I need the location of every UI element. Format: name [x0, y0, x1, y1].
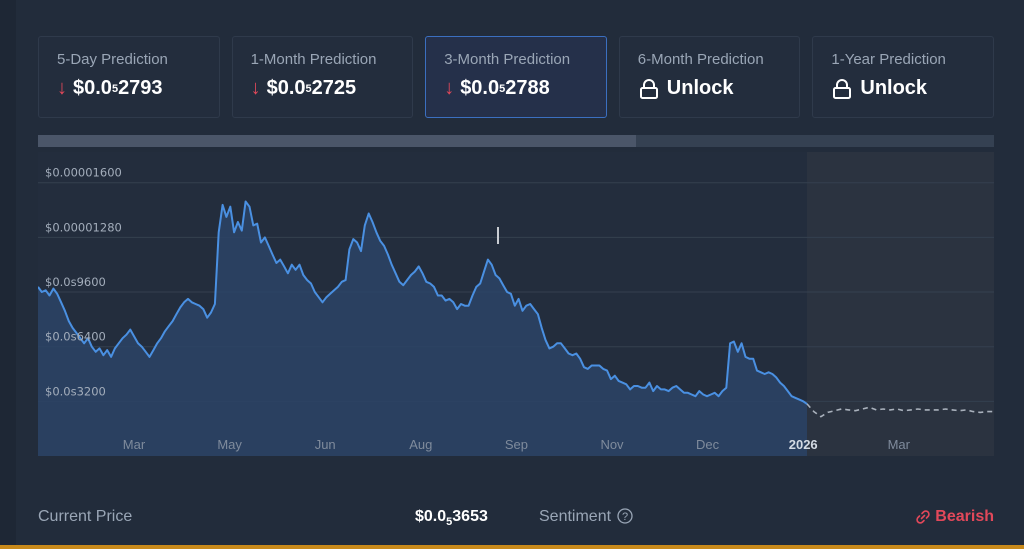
lock-icon: [833, 78, 852, 99]
card-value: ↓ $0.0 5 2725: [251, 77, 413, 100]
x-tick-label: Mar: [123, 437, 146, 452]
forecast-line: [806, 403, 994, 418]
y-tick-label: $0.0s9600: [45, 275, 106, 289]
down-arrow-icon: ↓: [444, 77, 455, 99]
y-tick-label: $0.0s6400: [45, 330, 106, 344]
x-tick-label: Aug: [409, 437, 432, 452]
event-marker: [497, 227, 499, 244]
y-axis: $0.00001600 $0.00001280 $0.0s9600 $0.0s6400…: [45, 166, 122, 399]
x-tick-label: 2026: [789, 437, 818, 452]
card-label: 3-Month Prediction: [444, 51, 571, 68]
x-tick-label: May: [217, 437, 242, 452]
x-tick-label: Nov: [600, 437, 624, 452]
prediction-cards: 5-Day Prediction ↓ $0.0 5 2793 1-Month Pre…: [38, 36, 994, 118]
value-tail: 2788: [505, 77, 550, 99]
card-value: ↓ $0.0 5 2793: [57, 77, 219, 100]
sentiment-link[interactable]: Bearish: [915, 508, 994, 526]
card-label: 1-Month Prediction: [250, 51, 377, 68]
history-line: [38, 200, 808, 405]
value-main: $0.0: [266, 77, 306, 99]
card-1-year[interactable]: 1-Year Prediction Unlock: [812, 36, 994, 118]
card-3-month[interactable]: 3-Month Prediction ↓ $0.0 5 2788: [425, 36, 607, 118]
footer: Current Price $0.053653 Sentiment ? Bear…: [38, 505, 994, 529]
value-main: $0.0: [460, 77, 500, 99]
unlock-text: Unlock: [666, 77, 734, 99]
x-tick-label: Sep: [505, 437, 528, 452]
question-icon[interactable]: ?: [617, 508, 633, 524]
current-price-value: $0.053653: [415, 508, 488, 528]
value-sub: 5: [305, 82, 312, 95]
sentiment-value: Bearish: [935, 508, 994, 525]
range-slider-fill[interactable]: [38, 135, 636, 147]
card-value: ↓ $0.0 5 2788: [444, 77, 606, 100]
y-tick-label: $0.00001280: [45, 220, 122, 234]
x-tick-label: Dec: [696, 437, 720, 452]
x-tick-label: Jun: [315, 437, 336, 452]
value-tail: 2793: [118, 77, 163, 99]
card-label: 6-Month Prediction: [637, 51, 764, 68]
sentiment-label: Sentiment: [539, 508, 612, 525]
y-tick-label: $0.0s3200: [45, 384, 106, 398]
x-tick-label: Mar: [888, 437, 911, 452]
card-1-month[interactable]: 1-Month Prediction ↓ $0.0 5 2725: [231, 36, 414, 118]
current-price-label: Current Price: [38, 508, 133, 525]
price-chart: $0.00001600 $0.00001280 $0.0s9600 $0.0s6400…: [38, 152, 994, 456]
price-tail: 3653: [452, 508, 488, 525]
value-main: $0.0: [73, 77, 112, 99]
card-value: Unlock: [831, 77, 993, 100]
card-label: 1-Year Prediction: [831, 51, 946, 68]
down-arrow-icon: ↓: [57, 77, 67, 99]
card-6-month[interactable]: 6-Month Prediction Unlock: [618, 36, 801, 118]
link-icon: [916, 510, 931, 524]
history-area: [38, 201, 807, 456]
forecast-region: [807, 152, 994, 456]
range-slider[interactable]: [38, 135, 994, 147]
card-label: 5-Day Prediction: [57, 51, 168, 68]
svg-text:?: ?: [622, 511, 628, 523]
x-axis: Mar May Jun Aug Sep Nov Dec 2026 Mar: [123, 437, 911, 452]
card-5-day[interactable]: 5-Day Prediction ↓ $0.0 5 2793: [38, 36, 220, 118]
price-main: $0.0: [415, 508, 447, 525]
bottom-strip: [0, 545, 1024, 549]
left-edge: [0, 0, 16, 549]
unlock-text: Unlock: [860, 77, 928, 99]
price-sub: 5: [446, 516, 453, 528]
lock-icon: [639, 78, 658, 99]
y-tick-label: $0.00001600: [45, 166, 122, 180]
value-tail: 2725: [311, 77, 357, 99]
card-value: Unlock: [638, 77, 800, 100]
down-arrow-icon: ↓: [250, 77, 261, 99]
value-sub: 5: [499, 82, 506, 95]
value-sub: 5: [111, 82, 119, 95]
